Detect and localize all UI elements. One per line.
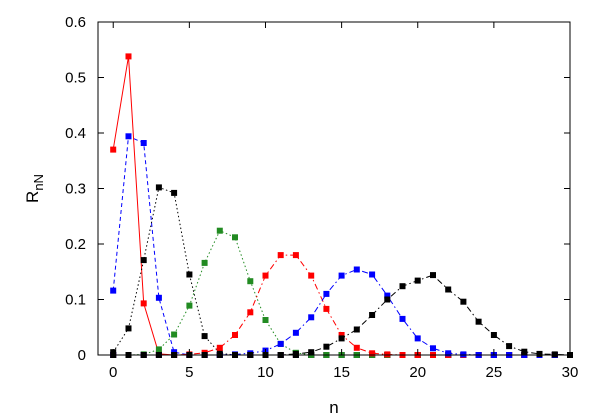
series-2-line	[112, 135, 570, 356]
data-point	[445, 350, 452, 357]
data-point	[521, 348, 528, 355]
data-point	[155, 184, 162, 191]
x-axis-label: n	[329, 398, 338, 417]
data-point	[369, 312, 376, 318]
data-point	[308, 349, 315, 356]
data-point	[140, 300, 147, 307]
y-axis-label-subscript: nN	[31, 174, 46, 191]
data-point	[399, 283, 406, 290]
plot-frame	[97, 21, 571, 356]
data-point	[460, 351, 467, 358]
data-point	[369, 350, 376, 357]
series-1-line	[112, 56, 570, 356]
x-tick-label: 10	[257, 364, 274, 381]
y-tick-label: 0.6	[65, 14, 86, 31]
data-point	[353, 344, 360, 351]
series-6-line	[113, 268, 570, 356]
data-point	[155, 294, 162, 301]
data-point	[201, 333, 208, 340]
x-axis: 0 5 10 15 20 25 30	[109, 22, 578, 381]
data-point	[414, 335, 421, 342]
data-point	[232, 332, 238, 338]
y-axis-label: RnN	[23, 174, 46, 203]
x-tick-label: 0	[109, 364, 117, 381]
y-axis: 0 0.1 0.2 0.3 0.4 0.5 0.6	[65, 14, 570, 364]
data-point	[430, 345, 436, 352]
y-axis-label-main: R	[23, 191, 42, 203]
data-point	[338, 332, 345, 338]
x-tick-label: 30	[562, 364, 579, 381]
data-point	[384, 351, 391, 358]
data-point	[140, 140, 147, 146]
series-layer	[110, 53, 573, 358]
data-point	[353, 266, 360, 273]
data-point	[506, 343, 513, 350]
data-point	[490, 332, 497, 338]
data-point	[292, 252, 299, 259]
series-7	[110, 272, 573, 358]
y-tick-label: 0.1	[65, 292, 86, 309]
data-point	[551, 351, 558, 358]
data-point	[384, 296, 391, 303]
data-point	[216, 227, 223, 234]
data-point	[277, 252, 284, 259]
data-point	[186, 271, 193, 278]
data-point	[323, 343, 330, 350]
data-point	[125, 53, 132, 60]
data-point	[125, 133, 132, 140]
data-point	[460, 298, 467, 305]
data-point	[323, 305, 330, 312]
x-tick-label: 20	[409, 364, 426, 381]
series-6	[110, 266, 573, 358]
data-point	[292, 329, 299, 336]
series-3-line	[112, 186, 570, 356]
data-point	[277, 340, 284, 347]
data-point	[369, 271, 376, 278]
data-point	[262, 317, 269, 323]
data-point	[308, 272, 315, 279]
y-tick-label: 0.5	[65, 70, 86, 87]
data-point	[216, 344, 223, 351]
y-tick-label: 0.2	[65, 236, 86, 253]
series-1	[110, 53, 573, 358]
data-point	[262, 272, 269, 279]
data-point	[110, 146, 117, 153]
data-point	[430, 272, 436, 279]
data-point	[338, 272, 345, 279]
x-tick-label: 15	[333, 364, 350, 381]
data-point	[171, 189, 178, 196]
y-tick-label: 0.3	[65, 181, 86, 198]
data-point	[414, 277, 421, 284]
data-point	[323, 290, 330, 297]
data-point	[171, 331, 178, 338]
series-3	[110, 184, 573, 358]
series-2	[110, 133, 573, 358]
data-point	[186, 302, 193, 309]
data-point	[475, 318, 482, 325]
data-point	[232, 234, 238, 241]
data-point	[399, 315, 406, 322]
data-point	[125, 325, 132, 332]
data-point	[536, 350, 543, 357]
data-point	[247, 278, 254, 285]
data-point	[445, 286, 452, 293]
data-point	[384, 292, 391, 299]
data-point	[308, 314, 315, 321]
data-point	[155, 346, 162, 353]
data-point	[201, 259, 208, 266]
data-point	[110, 287, 117, 294]
y-tick-label: 0	[78, 347, 86, 364]
data-point	[292, 350, 299, 357]
series-7-line	[113, 274, 571, 356]
data-point	[247, 309, 254, 316]
data-point	[353, 326, 360, 333]
data-point	[140, 257, 147, 264]
series-5	[110, 252, 573, 358]
x-tick-label: 5	[185, 364, 193, 381]
data-point	[338, 335, 345, 342]
x-tick-label: 25	[486, 364, 503, 381]
y-tick-label: 0.4	[65, 125, 86, 142]
